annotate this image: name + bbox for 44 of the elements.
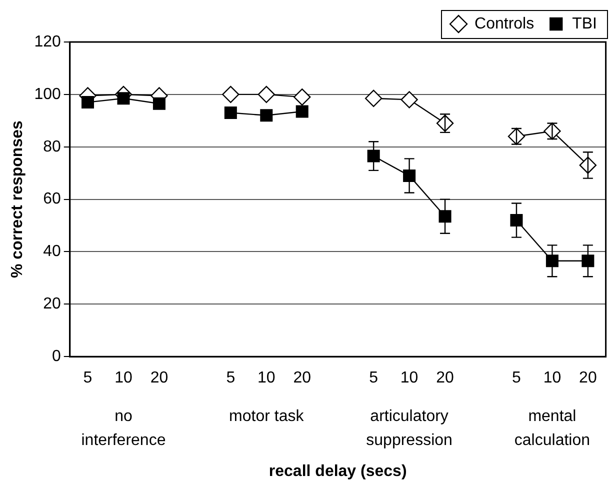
y-tick-label: 20	[43, 296, 61, 313]
point	[260, 109, 273, 122]
x-tick-label: 5	[226, 370, 236, 387]
x-axis-title: recall delay (secs)	[268, 462, 407, 480]
point	[224, 106, 237, 120]
point	[152, 97, 166, 110]
x-tick-label: 20	[436, 370, 454, 387]
text: mental calculation	[514, 408, 590, 450]
point	[367, 150, 380, 162]
point	[508, 128, 526, 145]
x-tick-label: 20	[579, 370, 597, 387]
y-tick-label: 60	[43, 190, 61, 208]
point	[582, 254, 594, 268]
text: articulatory suppression	[366, 408, 452, 450]
legend-label: TBI	[572, 15, 597, 32]
point	[117, 92, 130, 105]
y-axis-title: % correct responses	[9, 120, 26, 278]
x-tick-label: 10	[114, 370, 132, 387]
point	[296, 105, 308, 118]
y-tick-label: 100	[34, 86, 61, 103]
point	[294, 88, 311, 106]
x-tick-label: 10	[257, 370, 276, 387]
y-tick-label: 0	[52, 348, 61, 366]
y-tick-label: 40	[43, 243, 61, 260]
point	[544, 122, 561, 140]
text: motor task	[229, 408, 305, 426]
x-tick-label: 5	[512, 370, 522, 387]
point	[364, 90, 382, 107]
y-tick-label: 120	[34, 33, 61, 50]
text: no interference	[81, 408, 166, 450]
point	[438, 210, 452, 223]
point	[400, 91, 418, 108]
x-tick-label: 10	[400, 370, 418, 387]
x-tick-label: 10	[543, 370, 562, 387]
legend-label: Controls	[474, 15, 534, 32]
y-tick-label: 80	[43, 138, 61, 156]
x-tick-label: 20	[150, 370, 168, 387]
x-tick-label: 5	[83, 370, 92, 387]
point	[510, 214, 523, 227]
point	[258, 86, 275, 104]
x-tick-label: 20	[293, 370, 312, 387]
point	[82, 96, 94, 109]
x-tick-label: 5	[369, 370, 378, 387]
point	[222, 86, 240, 104]
